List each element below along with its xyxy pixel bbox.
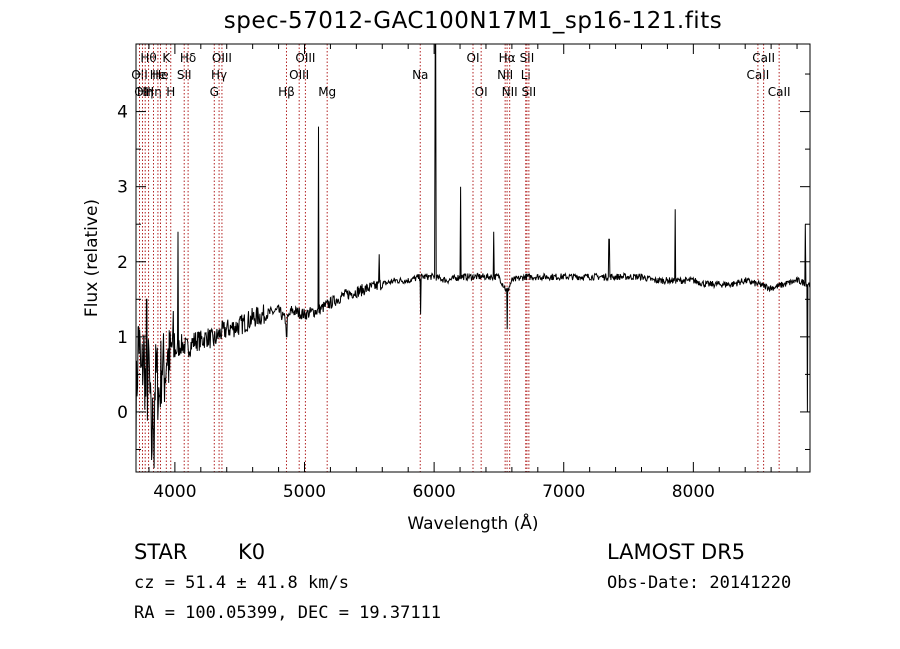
subclass-label: K0 [238, 540, 266, 564]
line-label: CaII [752, 51, 775, 65]
line-label: Hγ [211, 68, 227, 82]
line-label: OIII [295, 51, 315, 65]
x-tick-label: 5000 [283, 482, 326, 502]
line-label: Li [521, 68, 531, 82]
line-label: NII [497, 68, 513, 82]
plot-frame [135, 43, 811, 473]
chart-title: spec-57012-GAC100N17M1_sp16-121.fits [223, 8, 723, 34]
coordinates-label: RA = 100.05399, DEC = 19.37111 [134, 603, 442, 623]
x-tick-label: 7000 [542, 482, 585, 502]
line-label: CaII [768, 85, 791, 99]
x-axis-label: Wavelength (Å) [407, 512, 538, 534]
line-label: OII [131, 68, 148, 82]
class-label: STAR [134, 540, 188, 564]
line-label: Hθ [140, 51, 156, 65]
line-label: NII [502, 85, 518, 99]
line-label: OIII [289, 68, 309, 82]
survey-label: LAMOST DR5 [607, 540, 746, 564]
line-label: Hη [137, 85, 154, 99]
x-tick-label: 4000 [153, 482, 196, 502]
line-label: Hβ [278, 85, 295, 99]
spectrum-line [135, 43, 811, 469]
line-label: SII [522, 85, 537, 99]
y-tick-label: 2 [117, 253, 128, 273]
line-label: SII [177, 68, 192, 82]
line-label: Hα [499, 51, 516, 65]
line-label: Na [412, 68, 428, 82]
line-label: He [150, 68, 166, 82]
line-label: Hη [145, 85, 162, 99]
line-label: G [210, 85, 219, 99]
y-tick-label: 4 [117, 103, 128, 123]
line-label: OI [475, 85, 488, 99]
y-axis-label: Flux (relative) [82, 199, 102, 317]
x-tick-label: 8000 [672, 482, 715, 502]
line-label: K [162, 51, 171, 65]
obs-date-label: Obs-Date: 20141220 [607, 573, 792, 593]
line-label: SII [520, 51, 535, 65]
line-label: He [152, 68, 168, 82]
x-tick-label: 6000 [412, 482, 455, 502]
y-tick-label: 3 [117, 178, 128, 198]
y-tick-label: 0 [117, 403, 128, 423]
line-label: OII [134, 85, 151, 99]
line-label: Mg [318, 85, 336, 99]
line-label: OIII [212, 51, 232, 65]
line-label: OI [467, 51, 480, 65]
line-label: CaII [746, 68, 769, 82]
y-tick-label: 1 [117, 328, 128, 348]
line-label: Hδ [180, 51, 196, 65]
line-label: H [166, 85, 175, 99]
redshift-label: cz = 51.4 ± 41.8 km/s [134, 573, 349, 593]
